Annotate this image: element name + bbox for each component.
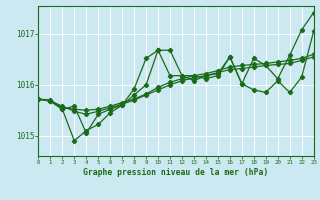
X-axis label: Graphe pression niveau de la mer (hPa): Graphe pression niveau de la mer (hPa) (84, 168, 268, 177)
